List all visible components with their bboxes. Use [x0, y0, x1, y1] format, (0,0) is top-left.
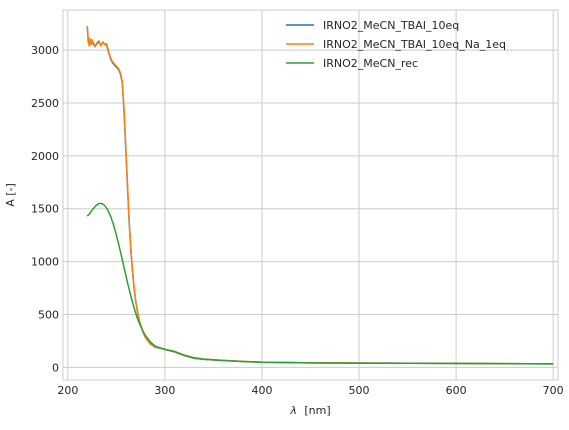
series-line-3	[86, 202, 554, 365]
y-tick-label: 2000	[31, 150, 59, 163]
x-axis-label: λ [nm]	[289, 404, 330, 417]
y-tick-label: 1500	[31, 203, 59, 216]
y-tick-label: 1000	[31, 256, 59, 269]
legend: IRNO2_MeCN_TBAI_10eq IRNO2_MeCN_TBAI_10eq…	[286, 19, 506, 70]
y-tick-label: 500	[38, 308, 59, 321]
plot-frame	[62, 9, 559, 381]
y-tick-label: 3000	[31, 44, 59, 57]
series-lines	[86, 25, 554, 365]
x-tick-label: 700	[543, 384, 564, 397]
x-tick-label: 400	[251, 384, 272, 397]
series-line-1	[86, 26, 554, 365]
legend-label-1: IRNO2_MeCN_TBAI_10eq	[323, 19, 459, 32]
x-axis-label-symbol: λ	[289, 404, 297, 417]
legend-label-3: IRNO2_MeCN_rec	[323, 57, 418, 70]
y-tick-label: 2500	[31, 97, 59, 110]
y-tick-labels: 0 500 1000 1500 2000 2500 3000	[31, 44, 59, 374]
x-tick-labels: 200 300 400 500 600 700	[57, 384, 563, 397]
legend-label-2: IRNO2_MeCN_TBAI_10eq_Na_1eq	[323, 38, 506, 51]
x-tick-label: 600	[446, 384, 467, 397]
x-tick-label: 500	[349, 384, 370, 397]
grid-lines	[63, 10, 558, 380]
x-tick-label: 300	[154, 384, 175, 397]
x-axis-label-unit: [nm]	[304, 404, 330, 417]
y-tick-label: 0	[52, 361, 59, 374]
x-tick-label: 200	[57, 384, 78, 397]
y-axis-label: A [-]	[4, 183, 17, 207]
series-line-2	[86, 25, 554, 365]
